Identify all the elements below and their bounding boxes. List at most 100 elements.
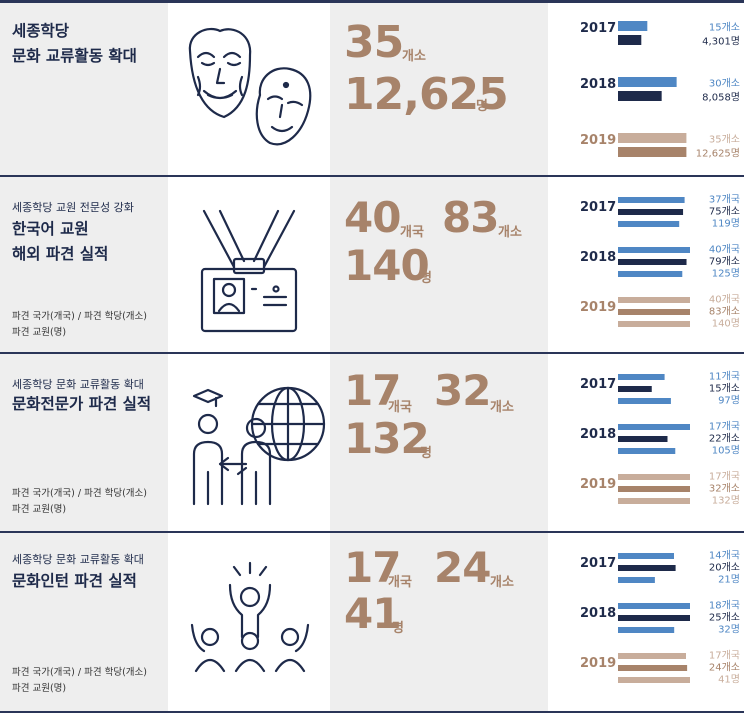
bar xyxy=(618,197,685,203)
bar xyxy=(618,259,687,265)
stat-value: 83 xyxy=(442,193,499,242)
bar xyxy=(618,309,690,315)
bar-value-label: 140명 xyxy=(712,318,740,330)
year-label: 2017 xyxy=(580,556,616,571)
row-title: 한국어 교원 해외 파견 실적 xyxy=(12,217,108,267)
year-label: 2018 xyxy=(580,250,616,265)
bar-value-label: 20개소 xyxy=(709,562,740,574)
stat-unit: 개소 xyxy=(490,400,514,415)
chart-panel: 2017 11개국 15개소 97명 2018 17개국 22개소 105명 2019 17개국 3… xyxy=(548,354,744,531)
icon-panel xyxy=(168,533,330,711)
year-label: 2019 xyxy=(580,133,616,148)
row-title-line: 세종학당 xyxy=(12,22,70,40)
stat-unit: 개소 xyxy=(490,575,514,590)
label-panel: 세종학당 문화 교류활동 확대 xyxy=(0,3,168,175)
icon-panel xyxy=(168,177,330,352)
bar-value-label: 17개국 xyxy=(709,471,740,483)
bar xyxy=(618,665,688,671)
stat-unit: 명 xyxy=(476,99,488,114)
bar-value-label: 32개소 xyxy=(709,483,740,495)
stats-panel: 35 개소 12,625 명 xyxy=(330,3,548,175)
bar-value-label: 30개소 xyxy=(709,78,740,90)
row-title-line: 문화 교류활동 확대 xyxy=(12,47,137,65)
label-panel: 세종학당 문화 교류활동 확대 문화인턴 파견 실적 파견 국가(개국) / 파… xyxy=(0,533,168,711)
bar xyxy=(618,448,676,454)
year-label: 2018 xyxy=(580,427,616,442)
bar xyxy=(618,221,680,227)
row-title: 문화전문가 파견 실적 xyxy=(12,392,151,417)
row-title-line: 문화인턴 파견 실적 xyxy=(12,572,137,590)
year-label: 2019 xyxy=(580,300,616,315)
row-title-line: 문화전문가 파견 실적 xyxy=(12,395,152,413)
bar-value-label: 32명 xyxy=(718,624,740,636)
stat-unit: 개국 xyxy=(400,225,424,240)
label-panel: 세종학당 문화 교류활동 확대 문화전문가 파견 실적 파견 국가(개국) / … xyxy=(0,354,168,531)
stats-panel: 40 개국 83 개소 140 명 xyxy=(330,177,548,352)
bar xyxy=(618,297,690,303)
row-subtitle: 세종학당 문화 교류활동 확대 xyxy=(12,553,144,566)
bar xyxy=(618,209,684,215)
legend-line: 파견 교원(명) xyxy=(12,504,67,515)
bar-chart: 2017 15개소 4,301명 2018 30개소 8,058명 2019 35개소 12,6… xyxy=(580,21,740,160)
id-card-icon xyxy=(200,209,298,333)
year-label: 2017 xyxy=(580,200,616,215)
row-teacher-dispatch: 세종학당 교원 전문성 강화 한국어 교원 해외 파견 실적 파견 국가(개국)… xyxy=(0,177,744,352)
row-legend: 파견 국가(개국) / 파견 학당(개소) 파견 교원(명) xyxy=(12,665,147,697)
bar xyxy=(618,653,686,659)
row-legend: 파견 국가(개국) / 파견 학당(개소) 파견 교원(명) xyxy=(12,309,147,341)
label-panel: 세종학당 교원 전문성 강화 한국어 교원 해외 파견 실적 파견 국가(개국)… xyxy=(0,177,168,352)
bottom-divider xyxy=(0,711,744,713)
stat-unit: 명 xyxy=(420,446,432,461)
masks-icon xyxy=(188,27,312,146)
row-culture-exchange: 세종학당 문화 교류활동 확대 35 개소 12,625 명 2017 15개소 4… xyxy=(0,3,744,175)
bar-value-label: 75개소 xyxy=(709,206,740,218)
stat-unit: 명 xyxy=(420,271,432,286)
top-divider xyxy=(0,0,744,3)
bar-value-label: 35개소 xyxy=(709,134,740,146)
row-subtitle: 세종학당 문화 교류활동 확대 xyxy=(12,378,144,391)
chart-panel: 2017 14개국 20개소 21명 2018 18개국 25개소 32명 2019 17개국 24… xyxy=(548,533,744,711)
legend-line: 파견 국가(개국) / 파견 학당(개소) xyxy=(12,488,147,499)
bar-value-label: 37개국 xyxy=(709,194,740,206)
bar xyxy=(618,247,690,253)
bar-value-label: 40개국 xyxy=(709,244,740,256)
year-label: 2019 xyxy=(580,656,616,671)
bar xyxy=(618,77,677,87)
year-label: 2018 xyxy=(580,77,616,92)
stat-value: 24 xyxy=(434,543,491,592)
globe-people-icon xyxy=(192,386,326,506)
bar xyxy=(618,21,648,31)
legend-line: 파견 교원(명) xyxy=(12,683,67,694)
stat-unit: 개국 xyxy=(388,575,412,590)
stat-unit: 명 xyxy=(392,621,404,636)
bar-value-label: 97명 xyxy=(718,395,740,407)
bar xyxy=(618,565,676,571)
bar-value-label: 83개소 xyxy=(709,306,740,318)
bar xyxy=(618,436,668,442)
bar xyxy=(618,91,662,101)
year-label: 2017 xyxy=(580,21,616,36)
bar-value-label: 17개국 xyxy=(709,650,740,662)
bar-value-label: 15개소 xyxy=(709,383,740,395)
bar xyxy=(618,398,671,404)
bar-value-label: 125명 xyxy=(712,268,740,280)
bar-value-label: 24개소 xyxy=(709,662,740,674)
legend-line: 파견 국가(개국) / 파견 학당(개소) xyxy=(12,311,147,322)
bar-value-label: 105명 xyxy=(712,445,740,457)
stats-panel: 17 개국 24 개소 41 명 xyxy=(330,533,548,711)
stat-value: 41 xyxy=(344,589,401,638)
bar xyxy=(618,386,652,392)
row-title-line: 해외 파견 실적 xyxy=(12,245,109,263)
row-divider xyxy=(0,531,744,533)
bar xyxy=(618,147,687,157)
chart-panel: 2017 15개소 4,301명 2018 30개소 8,058명 2019 35개소 12,6… xyxy=(548,3,744,175)
bar xyxy=(618,677,690,683)
row-legend: 파견 국가(개국) / 파견 학당(개소) 파견 교원(명) xyxy=(12,486,147,518)
bar xyxy=(618,553,674,559)
bar-value-label: 119명 xyxy=(712,218,740,230)
stat-value: 140 xyxy=(344,241,430,290)
row-subtitle: 세종학당 교원 전문성 강화 xyxy=(12,201,134,214)
bar xyxy=(618,615,690,621)
